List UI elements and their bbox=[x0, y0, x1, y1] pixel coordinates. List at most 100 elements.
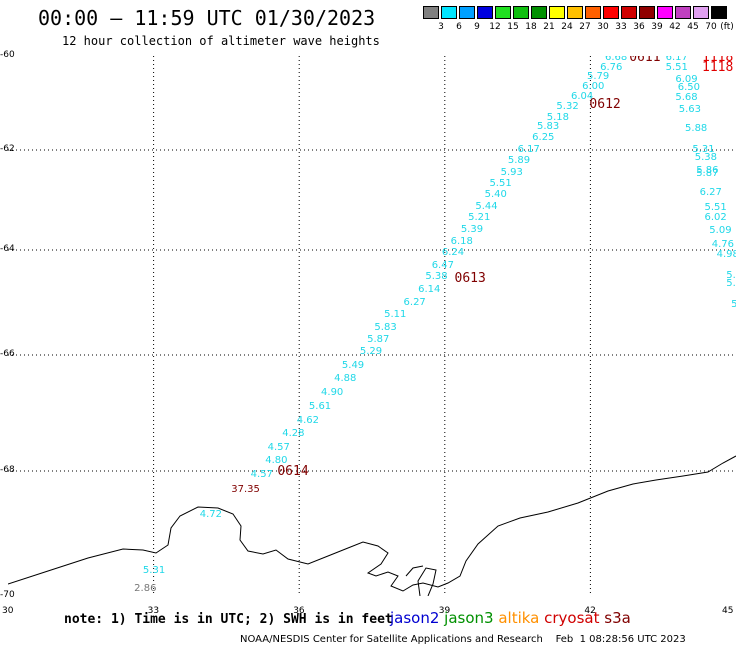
pass-time-label: 1118 bbox=[702, 56, 734, 66]
wave-height-value: 4.90 bbox=[321, 386, 344, 398]
colorbar-label: 21 bbox=[543, 22, 555, 32]
colorbar-label: 3 bbox=[438, 22, 444, 32]
wave-height-value: 5.11 bbox=[384, 309, 407, 321]
pass-time-label: 0612 bbox=[589, 97, 621, 113]
colorbar-label: 27 bbox=[579, 22, 591, 32]
wave-height-value: 5.87 bbox=[367, 334, 390, 346]
latitude-label: -62 bbox=[0, 144, 15, 154]
wave-height-value: 5.31 bbox=[692, 144, 715, 155]
colorbar-swatch bbox=[513, 6, 529, 19]
colorbar-swatch bbox=[585, 6, 601, 19]
wave-height-value: 6.25 bbox=[532, 132, 555, 144]
wave-height-value: 6.18 bbox=[450, 235, 473, 247]
satellite-name: jason3 bbox=[444, 609, 499, 627]
longitude-label: 42 bbox=[584, 606, 596, 616]
wave-height-value: 5.93 bbox=[500, 166, 523, 178]
wave-height-value: 6.50 bbox=[677, 81, 701, 93]
coastline-islet bbox=[417, 567, 437, 596]
wave-height-value: 5.6 bbox=[731, 299, 736, 311]
grid-lines bbox=[8, 56, 736, 596]
pass-time-label: 1118 bbox=[702, 59, 734, 75]
colorbar-label: 15 bbox=[507, 22, 519, 32]
colorbar-swatch bbox=[531, 6, 547, 19]
latitude-label: -64 bbox=[0, 244, 15, 254]
wave-height-value: 4.72 bbox=[199, 508, 222, 520]
wave-height-value: 5.83 bbox=[374, 321, 397, 333]
wave-height-value: 5.51 bbox=[489, 178, 512, 189]
colorbar-label: 36 bbox=[633, 22, 645, 32]
wave-height-value: 6.00 bbox=[582, 80, 605, 92]
wave-height-value: 6.27 bbox=[403, 296, 426, 308]
longitude-label: 30 bbox=[2, 606, 14, 616]
wave-height-value: 5.51 bbox=[704, 201, 727, 213]
wave-height-value: 4.80 bbox=[265, 455, 288, 467]
colorbar-label: 42 bbox=[669, 22, 681, 32]
wave-height-value: 5.49 bbox=[341, 360, 365, 372]
pass-time-label: 0613 bbox=[454, 270, 486, 286]
note-text: note: 1) Time is in UTC; 2) SWH is in fe… bbox=[64, 612, 393, 627]
colorbar-swatch bbox=[495, 6, 511, 19]
map-title: 00:00 — 11:59 UTC 01/30/2023 bbox=[38, 6, 376, 30]
credit-line: NOAA/NESDIS Center for Satellite Applica… bbox=[240, 634, 686, 645]
pass-time-label: 0611 bbox=[629, 56, 661, 66]
wave-height-value: 37.35 bbox=[231, 483, 260, 495]
colorbar-swatch bbox=[711, 6, 727, 19]
wave-height-value: 5.51 bbox=[665, 61, 688, 73]
wave-height-value: 6.47 bbox=[431, 259, 454, 271]
latitude-label: -68 bbox=[0, 465, 15, 475]
colorbar-label: 39 bbox=[651, 22, 663, 32]
colorbar-label: 45 bbox=[687, 22, 699, 32]
longitude-label: 45 bbox=[722, 606, 734, 616]
wave-height-value: 5.89 bbox=[507, 154, 531, 166]
wave-height-value: 5.61 bbox=[308, 401, 332, 413]
colorbar-swatch bbox=[423, 6, 439, 19]
wave-height-value: 5.63 bbox=[678, 104, 701, 116]
wave-height-value: 5.39 bbox=[460, 224, 484, 235]
satellite-legend: jason2 jason3 altika cryosat s3a bbox=[390, 609, 631, 627]
wave-height-value: 6.76 bbox=[600, 61, 623, 73]
colorbar-swatch bbox=[621, 6, 637, 19]
latitude-label: -60 bbox=[0, 50, 15, 60]
colorbar-swatch bbox=[639, 6, 655, 19]
satellite-name: jason2 bbox=[390, 609, 445, 627]
colorbar-swatch bbox=[441, 6, 457, 19]
wave-height-value: 5.79 bbox=[587, 71, 610, 83]
colorbar-label: 24 bbox=[561, 22, 573, 32]
wave-height-value: 6.14 bbox=[418, 283, 441, 295]
wave-height-value: 5.44 bbox=[475, 201, 498, 212]
latitude-label: -70 bbox=[0, 590, 15, 600]
wave-height-value: 5.21 bbox=[468, 212, 491, 223]
wave-height-value: 5.83 bbox=[537, 121, 560, 133]
satellite-name: altika bbox=[498, 609, 545, 627]
wave-height-value: 6.09 bbox=[675, 73, 698, 85]
wave-height-value: 4.98 bbox=[716, 249, 736, 261]
wave-height-value: 5.1 bbox=[726, 270, 736, 282]
colorbar-label: 33 bbox=[615, 22, 627, 32]
colorbar-swatch bbox=[657, 6, 673, 19]
wave-height-value: 6.24 bbox=[441, 247, 465, 259]
wave-height-value: 6.68 bbox=[604, 56, 628, 64]
wave-height-value: 6.02 bbox=[704, 211, 727, 223]
wave-height-value: 5.68 bbox=[675, 92, 698, 104]
longitude-label: 33 bbox=[147, 606, 160, 616]
wave-height-value: 6.17 bbox=[517, 144, 540, 155]
wave-height-value: 5.09 bbox=[709, 225, 732, 236]
wave-height-value: 4.28 bbox=[282, 427, 305, 439]
wave-height-map: 6.68 6.76 5.79 6.00 6.04 5.32 5.18 5.83 6.25 6.17… bbox=[8, 56, 736, 596]
wave-height-value: 6.27 bbox=[699, 186, 722, 198]
wave-height-value: 5.18 bbox=[546, 111, 569, 123]
colorbar-swatch bbox=[693, 6, 709, 19]
wave-height-value: 5.87 bbox=[696, 168, 719, 179]
colorbar-swatch bbox=[477, 6, 493, 19]
wave-height-value: 5.88 bbox=[685, 122, 708, 134]
wave-height-value: 4.76 bbox=[711, 239, 734, 250]
colorbar-swatch bbox=[459, 6, 475, 19]
colorbar-label: 70 bbox=[705, 22, 717, 32]
wave-height-value: 4.62 bbox=[296, 414, 320, 426]
pass-time-label: 0614 bbox=[277, 464, 309, 480]
colorbar-swatch bbox=[603, 6, 619, 19]
wave-height-value: 5.2 bbox=[726, 278, 736, 290]
map-subtitle: 12 hour collection of altimeter wave hei… bbox=[62, 34, 380, 48]
colorbar-label: 9 bbox=[474, 22, 480, 32]
wave-height-value: 5.29 bbox=[359, 346, 383, 358]
